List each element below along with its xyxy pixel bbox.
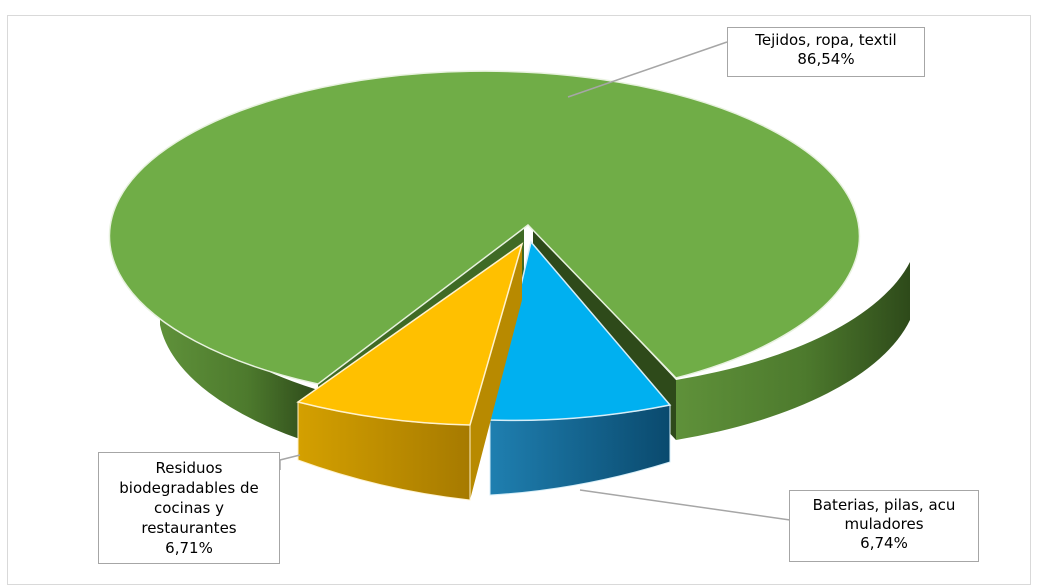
data-label-tejidos: Tejidos, ropa, textil 86,54%	[727, 27, 925, 77]
data-label-tejidos-value: 86,54%	[797, 50, 855, 68]
data-label-tejidos-name: Tejidos, ropa, textil	[755, 31, 897, 49]
data-label-residuos-line2: biodegradables de	[119, 479, 259, 497]
slice-residuos-top	[296, 242, 524, 426]
data-label-residuos-line1: Residuos	[155, 459, 223, 477]
slice-tejidos-top	[108, 70, 861, 385]
leader-line-tejidos	[567, 41, 728, 98]
data-label-residuos-line3: cocinas y	[154, 499, 224, 517]
slice-residuos	[296, 242, 524, 501]
data-label-baterias-line2: muladores	[844, 515, 924, 533]
data-label-baterias-line1: Baterias, pilas, acu	[812, 496, 956, 514]
slice-baterias	[489, 240, 672, 496]
leader-line-baterias	[579, 489, 791, 521]
slice-tejidos-side	[160, 268, 318, 445]
data-label-residuos: Residuos biodegradables de cocinas y res…	[98, 452, 280, 564]
data-label-residuos-line4: restaurantes	[141, 519, 237, 537]
slice-baterias-top	[489, 240, 672, 422]
data-label-residuos-value: 6,71%	[165, 539, 213, 557]
leader-line-residuos	[279, 454, 301, 470]
slice-residuos-inner	[470, 244, 522, 500]
data-label-baterias-value: 6,74%	[860, 534, 908, 552]
data-label-baterias: Baterias, pilas, acu muladores 6,74%	[789, 490, 979, 562]
slice-tejidos-side-right	[676, 262, 910, 440]
